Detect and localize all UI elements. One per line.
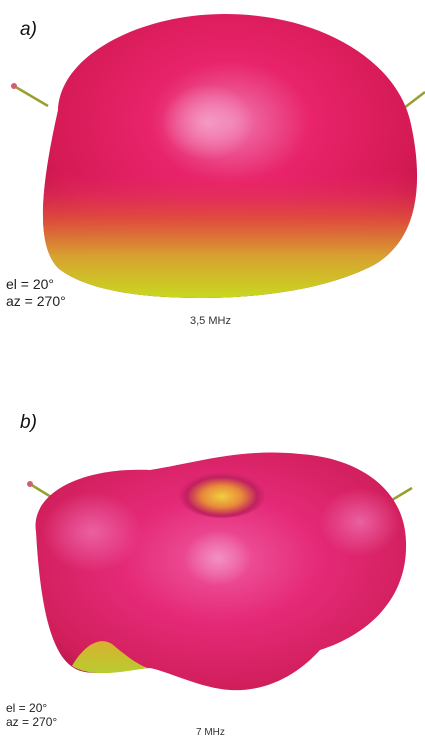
azimuth-label: az = 270° <box>6 715 58 729</box>
elevation-label: el = 20° <box>6 276 55 292</box>
frequency-label: 7 MHz <box>196 727 225 738</box>
radiation-lobe-bottom <box>42 14 418 298</box>
frequency-label: 3,5 MHz <box>190 315 231 327</box>
antenna-wire <box>13 84 49 108</box>
lobe-foot <box>72 641 148 674</box>
radiation-pattern-3d <box>11 14 425 298</box>
view-angles: el = 20° az = 270° <box>6 276 66 310</box>
elevation-label: el = 20° <box>6 701 48 715</box>
azimuth-label: az = 270° <box>6 293 66 309</box>
antenna-tip <box>11 83 17 89</box>
panel-a: a) <box>0 0 425 360</box>
antenna-tip <box>27 481 33 487</box>
lobe-highlight <box>42 492 142 572</box>
radiation-pattern-3d <box>27 452 413 691</box>
lobe-highlight <box>320 488 400 556</box>
antenna-wire <box>403 91 425 109</box>
antenna-wire <box>391 486 413 502</box>
lobe-highlight <box>162 84 254 160</box>
panel-label: a) <box>20 19 37 40</box>
panel-b: b) <box>0 372 425 744</box>
lobe-null <box>178 470 266 518</box>
lobe-highlight <box>184 530 252 586</box>
view-angles: el = 20° az = 270° <box>6 701 57 729</box>
panel-label: b) <box>20 412 37 433</box>
